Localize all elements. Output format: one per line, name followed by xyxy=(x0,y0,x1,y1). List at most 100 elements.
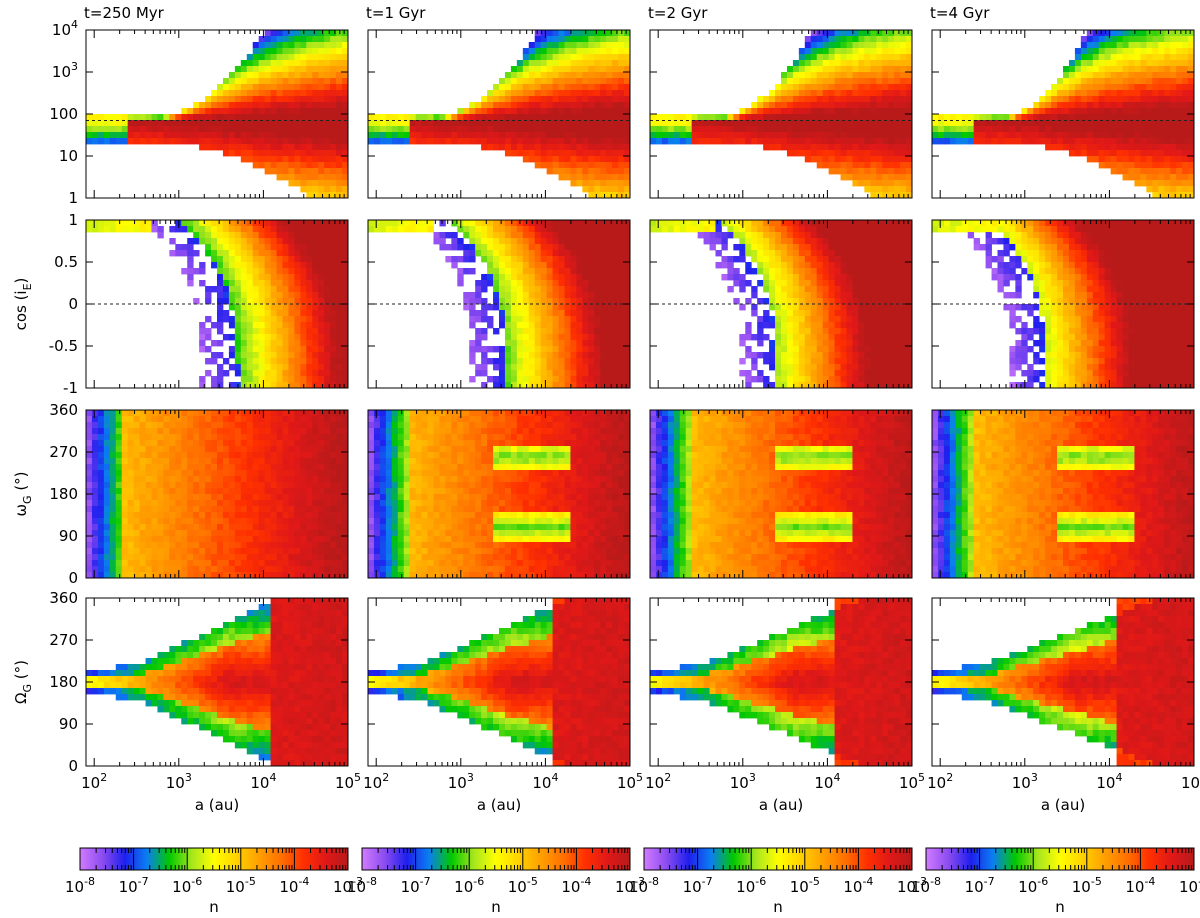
heatmap-cell xyxy=(330,186,337,193)
heatmap-cell xyxy=(1080,132,1088,139)
heatmap-cell xyxy=(600,168,607,175)
heatmap-cell xyxy=(576,352,583,359)
heatmap-cell xyxy=(828,322,835,329)
heatmap-cell xyxy=(469,292,476,299)
heatmap-cell xyxy=(510,120,518,127)
heatmap-cell xyxy=(312,126,319,133)
heatmap-cell xyxy=(516,84,524,91)
heatmap-cell xyxy=(294,364,301,371)
heatmap-cell xyxy=(342,150,349,157)
heatmap-cell xyxy=(324,370,331,377)
heatmap-cell xyxy=(504,220,512,227)
heatmap-cell xyxy=(769,292,776,299)
heatmap-cell xyxy=(294,78,301,85)
heatmap-cell xyxy=(876,126,883,133)
heatmap-cell xyxy=(757,120,764,127)
heatmap-cell xyxy=(510,138,518,145)
heatmap-cell xyxy=(624,358,631,365)
heatmap-cell xyxy=(906,192,913,199)
heatmap-cell xyxy=(187,114,194,121)
heatmap-cell xyxy=(810,310,818,317)
heatmap-cell xyxy=(852,72,859,79)
heatmap-cell xyxy=(276,96,283,103)
heatmap-cell xyxy=(445,138,452,145)
heatmap-cell xyxy=(564,286,571,293)
heatmap-cell xyxy=(751,358,758,365)
heatmap-cell xyxy=(786,144,794,151)
heatmap-cell xyxy=(876,132,883,139)
heatmap-cell xyxy=(300,150,307,157)
heatmap-cell xyxy=(282,316,289,323)
heatmap-cell xyxy=(588,150,595,157)
heatmap-cell xyxy=(1188,162,1195,169)
heatmap-cell xyxy=(882,90,889,97)
heatmap-cell xyxy=(937,138,945,145)
heatmap-cell xyxy=(810,60,818,67)
heatmap-cell xyxy=(385,120,393,127)
heatmap-cell xyxy=(211,238,218,245)
heatmap-cell xyxy=(1027,120,1034,127)
heatmap-cell xyxy=(967,138,975,145)
heatmap-cell xyxy=(475,370,482,377)
heatmap-cell xyxy=(252,96,260,103)
heatmap-cell xyxy=(570,138,577,145)
heatmap-cell xyxy=(552,364,559,371)
heatmap-cell xyxy=(588,316,595,323)
heatmap-cell xyxy=(1188,138,1195,145)
heatmap-cell xyxy=(558,48,565,55)
heatmap-cell xyxy=(997,114,1004,121)
heatmap-cell xyxy=(175,132,182,139)
heatmap-cell xyxy=(588,42,595,49)
heatmap-cell xyxy=(564,96,571,103)
heatmap-cell xyxy=(1146,138,1153,145)
heatmap-cell xyxy=(1110,150,1117,157)
heatmap-cell xyxy=(828,102,835,109)
heatmap-cell xyxy=(318,138,325,145)
heatmap-cell xyxy=(534,30,542,37)
heatmap-cell xyxy=(733,256,740,263)
heatmap-cell xyxy=(781,256,788,263)
heatmap-cell xyxy=(234,114,242,121)
heatmap-cell xyxy=(1134,156,1141,163)
heatmap-cell xyxy=(906,186,913,193)
heatmap-cell xyxy=(828,60,835,67)
heatmap-cell xyxy=(727,220,734,227)
heatmap-cell xyxy=(618,60,625,67)
heatmap-cell xyxy=(828,334,835,341)
heatmap-cell xyxy=(282,238,289,245)
heatmap-cell xyxy=(1170,144,1177,151)
heatmap-cell xyxy=(528,150,536,157)
heatmap-cell xyxy=(264,352,271,359)
heatmap-cell xyxy=(600,156,607,163)
heatmap-cell xyxy=(606,352,613,359)
heatmap-cell xyxy=(510,78,518,85)
heatmap-cell xyxy=(469,226,476,233)
heatmap-cell xyxy=(379,132,387,139)
heatmap-cell xyxy=(324,66,331,73)
heatmap-cell xyxy=(618,310,625,317)
heatmap-cell xyxy=(564,90,571,97)
heatmap-cell xyxy=(1122,66,1129,73)
heatmap-cell xyxy=(324,286,331,293)
heatmap-cell xyxy=(576,138,583,145)
heatmap-cell xyxy=(546,108,553,115)
heatmap-cell xyxy=(528,54,536,61)
heatmap-cell xyxy=(745,346,752,353)
heatmap-cell xyxy=(264,232,271,239)
heatmap-cell xyxy=(775,346,782,353)
heatmap-cell xyxy=(1104,90,1112,97)
heatmap-cell xyxy=(252,364,260,371)
heatmap-cell xyxy=(516,120,524,127)
heatmap-cell xyxy=(324,298,331,305)
heatmap-cell xyxy=(1188,186,1195,193)
heatmap-cell xyxy=(900,54,907,61)
heatmap-cell xyxy=(624,298,631,305)
heatmap-cell xyxy=(882,96,889,103)
heatmap-cell xyxy=(582,304,589,311)
heatmap-cell xyxy=(469,102,476,109)
heatmap-cell xyxy=(487,268,494,275)
heatmap-cell xyxy=(318,102,325,109)
heatmap-cell xyxy=(606,286,613,293)
heatmap-cell xyxy=(276,376,283,383)
heatmap-cell xyxy=(763,114,770,121)
